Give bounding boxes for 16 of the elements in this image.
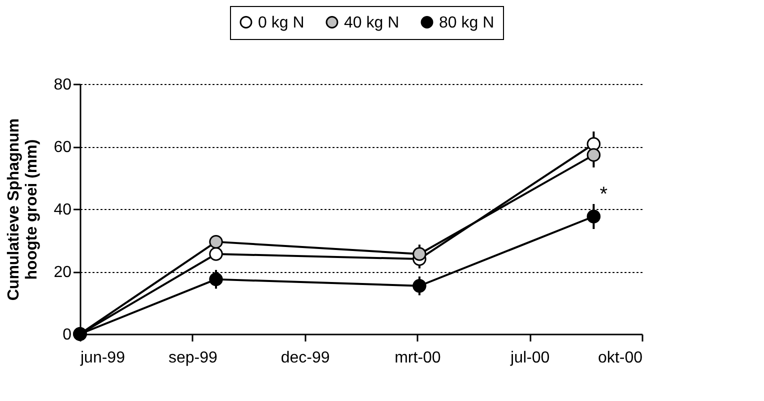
x-tick-label: sep-99 — [168, 350, 218, 366]
legend-label: 80 kg N — [439, 14, 494, 32]
y-tick-label: 60 — [54, 139, 72, 156]
annotation: * — [600, 184, 608, 206]
legend-label: 40 kg N — [344, 14, 400, 32]
legend-label: 0 kg N — [258, 14, 304, 32]
x-tick-label: mrt-00 — [394, 350, 441, 366]
y-axis-title: Cumulatieve Sphagnum hoogte groei (mm) — [6, 118, 41, 301]
x-tick-label: jul-00 — [510, 350, 550, 366]
y-tick-label: 40 — [54, 202, 72, 218]
y-tick-label: 20 — [54, 264, 72, 281]
x-tick-label: okt-00 — [598, 350, 643, 366]
y-tick-label: 0 — [62, 326, 72, 344]
x-tick-label: jun-99 — [80, 350, 126, 366]
x-tick-label: dec-99 — [280, 350, 330, 366]
y-tick-label: 80 — [54, 76, 72, 94]
